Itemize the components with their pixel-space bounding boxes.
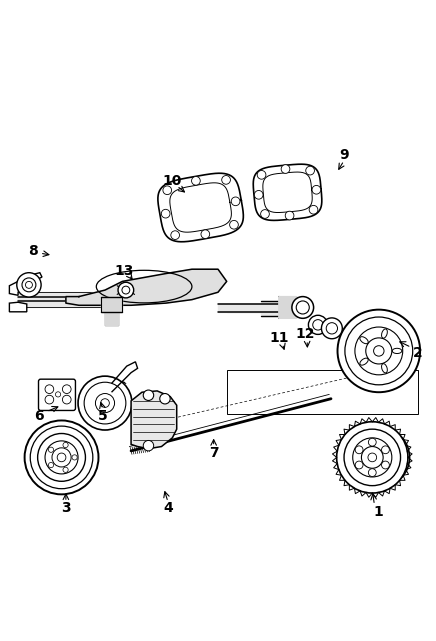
Text: 6: 6: [34, 409, 44, 423]
Circle shape: [292, 297, 313, 319]
Circle shape: [191, 176, 200, 185]
Text: 5: 5: [98, 409, 108, 423]
Polygon shape: [10, 272, 42, 296]
Polygon shape: [10, 303, 27, 312]
Circle shape: [285, 212, 294, 220]
Circle shape: [48, 462, 54, 468]
Circle shape: [281, 165, 290, 173]
Polygon shape: [18, 297, 114, 301]
Circle shape: [171, 231, 180, 240]
Circle shape: [45, 385, 54, 394]
Text: 13: 13: [115, 263, 134, 278]
Circle shape: [254, 190, 263, 199]
Circle shape: [309, 205, 318, 214]
Circle shape: [283, 299, 301, 318]
Circle shape: [63, 467, 68, 472]
Polygon shape: [105, 310, 118, 325]
Circle shape: [24, 420, 99, 494]
Circle shape: [355, 446, 363, 454]
Polygon shape: [18, 292, 114, 308]
Polygon shape: [262, 301, 305, 316]
Polygon shape: [227, 308, 296, 312]
Circle shape: [230, 221, 238, 229]
Circle shape: [143, 440, 153, 451]
Text: 9: 9: [339, 148, 349, 162]
Circle shape: [382, 461, 389, 469]
Circle shape: [382, 446, 389, 454]
Polygon shape: [279, 297, 303, 319]
Polygon shape: [66, 269, 227, 305]
Text: 3: 3: [61, 501, 71, 515]
Circle shape: [45, 395, 54, 404]
Circle shape: [312, 185, 321, 194]
Text: 2: 2: [413, 346, 423, 360]
Circle shape: [17, 272, 41, 297]
Text: 11: 11: [269, 331, 289, 345]
Polygon shape: [218, 304, 287, 312]
Circle shape: [62, 385, 71, 394]
Circle shape: [143, 390, 153, 401]
Text: 12: 12: [295, 328, 315, 342]
Circle shape: [163, 186, 172, 195]
Circle shape: [355, 461, 363, 469]
Text: 1: 1: [374, 504, 384, 519]
Circle shape: [62, 395, 71, 404]
Circle shape: [257, 171, 266, 179]
Polygon shape: [131, 391, 177, 449]
Text: 8: 8: [28, 244, 38, 258]
Circle shape: [118, 282, 134, 298]
Text: 4: 4: [163, 501, 173, 515]
Circle shape: [306, 166, 314, 175]
Text: 10: 10: [163, 174, 182, 188]
Circle shape: [201, 230, 210, 238]
Circle shape: [337, 422, 408, 493]
Circle shape: [261, 210, 269, 219]
Circle shape: [72, 455, 77, 460]
Circle shape: [368, 438, 376, 446]
Circle shape: [351, 428, 410, 487]
Circle shape: [78, 376, 132, 430]
Circle shape: [231, 197, 240, 206]
Circle shape: [48, 447, 54, 453]
Circle shape: [321, 318, 342, 338]
Circle shape: [63, 442, 68, 447]
Circle shape: [222, 176, 230, 184]
Text: 7: 7: [209, 446, 218, 460]
Circle shape: [160, 394, 170, 404]
Circle shape: [337, 310, 420, 392]
Circle shape: [161, 210, 170, 218]
Circle shape: [308, 315, 327, 335]
Circle shape: [368, 469, 376, 476]
Polygon shape: [101, 297, 123, 312]
